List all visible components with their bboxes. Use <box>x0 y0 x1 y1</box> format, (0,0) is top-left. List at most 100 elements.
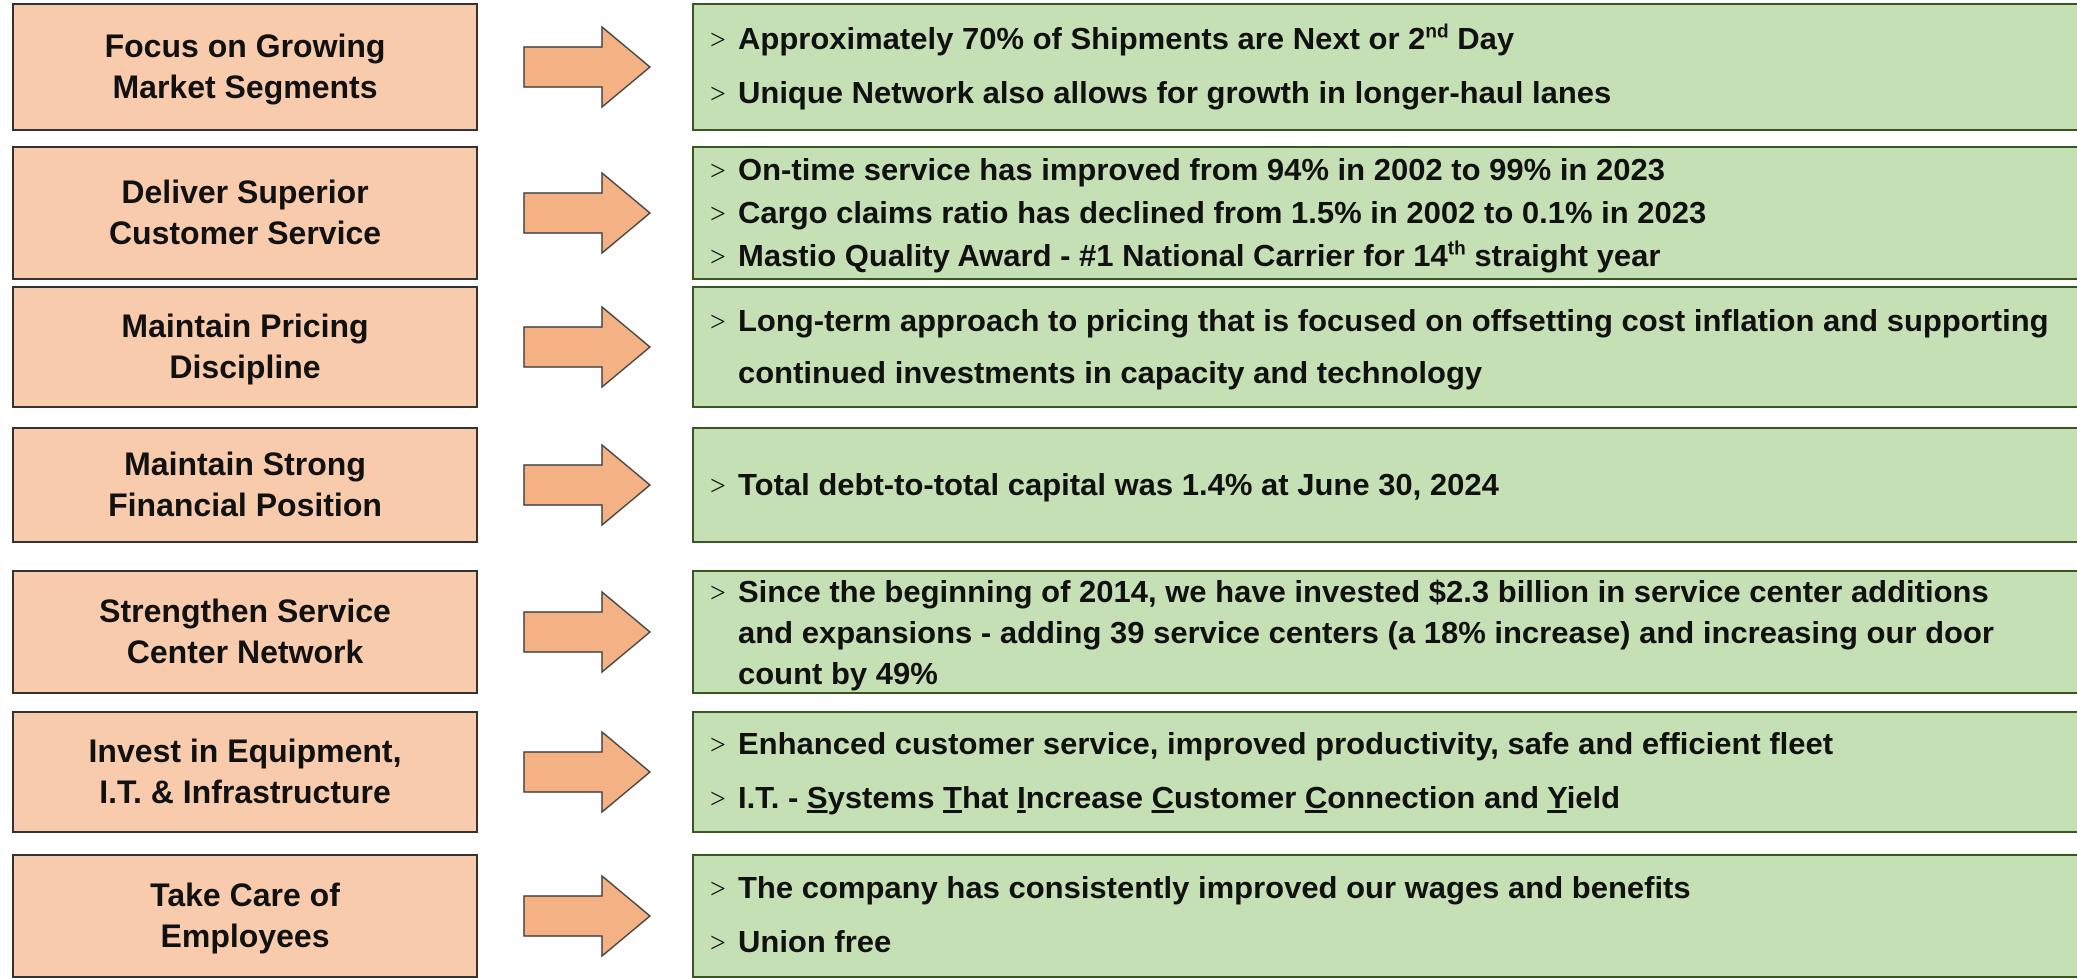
label-line: Center Network <box>126 634 364 670</box>
text-run: Cargo claims ratio has declined from 1.5… <box>738 194 1707 230</box>
bullet-symbol: > <box>710 155 726 187</box>
underlined-letter: C <box>1151 780 1174 815</box>
bullet: > Enhanced customer service, improved pro… <box>710 718 2050 772</box>
bullet-text: I.T. - Systems That Increase Customer Co… <box>738 772 1620 824</box>
text-run: straight year <box>1465 237 1661 273</box>
bullet-text: On-time service has improved from 94% in… <box>738 149 1665 190</box>
label-line: Strengthen Service <box>99 593 391 629</box>
superscript: nd <box>1425 21 1449 43</box>
bullet-text: The company has consistently improved ou… <box>738 862 1691 914</box>
label-line: Focus on Growing <box>104 28 386 64</box>
bullet-text: Enhanced customer service, improved prod… <box>738 718 1833 770</box>
underlined-letter: C <box>1304 780 1328 815</box>
bullet-symbol: > <box>710 577 726 609</box>
label-box: Strengthen Service Center Network <box>12 570 478 694</box>
text-run: hat <box>961 780 1018 815</box>
label-box: Focus on Growing Market Segments <box>12 3 478 131</box>
bullet-text: Mastio Quality Award - #1 National Carri… <box>738 235 1660 276</box>
text-run: ystems <box>827 780 944 815</box>
bullet-box: > On-time service has improved from 94% i… <box>692 146 2077 280</box>
arrow <box>523 305 652 389</box>
arrow <box>523 590 652 674</box>
row: Focus on Growing Market Segments > Approxim… <box>0 3 2077 131</box>
bullet: > The company has consistently improved o… <box>710 862 2050 916</box>
arrow-shape <box>523 730 652 814</box>
label-line: Discipline <box>169 349 321 385</box>
text-run: On-time service has improved from 94% in… <box>738 151 1665 187</box>
bullet-symbol: > <box>710 241 726 273</box>
text-run: Long-term approach to pricing that is fo… <box>738 303 2049 390</box>
bullet: > Approximately 70% of Shipments are Next… <box>710 13 2050 67</box>
bullet-text: Since the beginning of 2014, we have inv… <box>738 571 2050 694</box>
bullet-symbol: > <box>710 307 726 338</box>
bullet-box: > Total debt-to-total capital was 1.4% at… <box>692 427 2077 543</box>
bullet-text: Approximately 70% of Shipments are Next … <box>738 13 1514 65</box>
label-box: Deliver Superior Customer Service <box>12 146 478 280</box>
bullet-text: Unique Network also allows for growth in… <box>738 67 1611 119</box>
label-box: Invest in Equipment, I.T. & Infrastructur… <box>12 711 478 833</box>
text-run: ield <box>1566 780 1621 815</box>
arrow <box>523 874 652 958</box>
label-line: Employees <box>160 918 330 954</box>
text-run: Enhanced customer service, improved prod… <box>738 726 1834 761</box>
label-line: Deliver Superior <box>121 174 369 210</box>
arrow-shape <box>523 305 652 389</box>
bullet-box: > Long-term approach to pricing that is f… <box>692 286 2077 408</box>
bullet-text: Cargo claims ratio has declined from 1.5… <box>738 192 1706 233</box>
row: Deliver Superior Customer Service > On-time… <box>0 146 2077 280</box>
underlined-letter: I <box>1017 780 1026 815</box>
label-line: I.T. & Infrastructure <box>99 774 391 810</box>
text-run: Approximately 70% of Shipments are Next … <box>738 21 1426 56</box>
text-run: Unique Network also allows for growth in… <box>738 75 1612 110</box>
text-run: ustomer <box>1173 780 1305 815</box>
bullet-symbol: > <box>710 79 726 110</box>
arrow-shape <box>523 443 652 527</box>
bullet-box: > Enhanced customer service, improved pro… <box>692 711 2077 833</box>
row: Maintain Pricing Discipline > Long-term app… <box>0 286 2077 408</box>
label-line: Market Segments <box>112 69 378 105</box>
text-run: Day <box>1448 21 1515 56</box>
bullet: > Union free <box>710 916 2050 970</box>
bullet-symbol: > <box>710 784 726 815</box>
bullet: > Total debt-to-total capital was 1.4% at… <box>710 464 2050 507</box>
bullet-box: > Since the beginning of 2014, we have in… <box>692 570 2077 694</box>
text-run: Total debt-to-total capital was 1.4% at … <box>738 466 1499 502</box>
arrow <box>523 25 652 109</box>
row: Invest in Equipment, I.T. & Infrastructur… <box>0 711 2077 833</box>
bullet-symbol: > <box>710 470 726 502</box>
bullet-symbol: > <box>710 874 726 905</box>
underlined-letter: Y <box>1547 780 1567 815</box>
row: Take Care of Employees > The company has co… <box>0 854 2077 978</box>
bullet-text: Union free <box>738 916 891 968</box>
label-line: Maintain Strong <box>124 446 366 482</box>
bullet: > Cargo claims ratio has declined from 1.… <box>710 192 2050 235</box>
bullet: > Since the beginning of 2014, we have in… <box>710 571 2050 694</box>
bullet-box: > Approximately 70% of Shipments are Next… <box>692 3 2077 131</box>
bullet: > I.T. - Systems That Increase Customer C… <box>710 772 2050 826</box>
bullet: > Mastio Quality Award - #1 National Carr… <box>710 235 2050 278</box>
text-run: Union free <box>738 924 892 959</box>
arrow <box>523 443 652 527</box>
text-run: Since the beginning of 2014, we have inv… <box>738 573 1994 691</box>
bullet-symbol: > <box>710 928 726 959</box>
bullet-text: Long-term approach to pricing that is fo… <box>738 295 2050 399</box>
label-line: Financial Position <box>108 487 382 523</box>
text-run: Mastio Quality Award - #1 National Carri… <box>738 237 1448 273</box>
label-box: Maintain Strong Financial Position <box>12 427 478 543</box>
bullet: > On-time service has improved from 94% i… <box>710 149 2050 192</box>
arrow <box>523 171 652 255</box>
label-box: Take Care of Employees <box>12 854 478 978</box>
bullet-symbol: > <box>710 198 726 230</box>
row: Strengthen Service Center Network > Since t… <box>0 570 2077 694</box>
arrow-shape <box>523 25 652 109</box>
bullet-symbol: > <box>710 25 726 56</box>
row: Maintain Strong Financial Position > Total … <box>0 427 2077 543</box>
bullet: > Long-term approach to pricing that is f… <box>710 295 2050 399</box>
underlined-letter: S <box>806 780 828 815</box>
bullet: > Unique Network also allows for growth i… <box>710 67 2050 121</box>
superscript: th <box>1447 238 1466 260</box>
label-line: Take Care of <box>150 877 340 913</box>
arrow-shape <box>523 874 652 958</box>
text-run: onnection and <box>1327 780 1548 815</box>
